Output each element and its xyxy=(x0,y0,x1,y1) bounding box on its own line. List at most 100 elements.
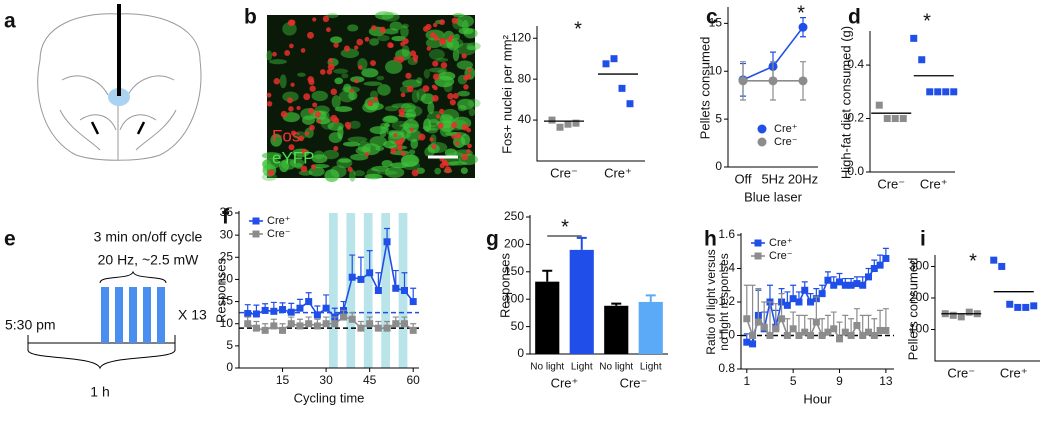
nucleus xyxy=(435,114,441,119)
nucleus xyxy=(370,60,377,67)
fluorescence xyxy=(411,89,420,103)
data-point xyxy=(934,88,942,96)
fluorescence xyxy=(353,170,366,177)
x-axis-label: Hour xyxy=(803,391,832,406)
data-point xyxy=(383,324,391,332)
nucleus xyxy=(437,122,444,129)
legend-marker xyxy=(757,137,767,147)
data-point xyxy=(870,332,878,339)
fluorescence xyxy=(364,173,383,180)
legend-label: Cre⁺ xyxy=(774,123,798,135)
protocol-text: 3 min on/off cycle xyxy=(94,229,203,245)
fluorescence xyxy=(391,35,406,42)
data-point xyxy=(798,22,808,32)
y-tick-label: 50 xyxy=(511,319,525,333)
data-point xyxy=(322,320,330,328)
error-bar xyxy=(611,302,622,306)
y-axis-label: Fos+ nuclei per mm² xyxy=(499,34,514,154)
data-point xyxy=(287,308,295,316)
legend-label: Cre⁻ xyxy=(769,250,793,262)
legend-label: Cre⁺ xyxy=(769,237,793,249)
error-bar xyxy=(576,236,587,250)
fluorescence xyxy=(334,106,353,112)
x-tick-label: 9 xyxy=(836,374,843,388)
fluorescence xyxy=(382,115,399,124)
fluorescence xyxy=(456,42,477,56)
data-point xyxy=(313,322,321,330)
nucleus xyxy=(326,69,333,75)
nucleus xyxy=(349,88,354,93)
legend-label: Cre⁻ xyxy=(774,136,798,148)
fluorescence xyxy=(261,152,282,160)
x-tick-label: Cre⁺ xyxy=(604,165,632,180)
nucleus xyxy=(409,127,414,132)
nucleus xyxy=(311,164,317,170)
fluorescence xyxy=(311,90,328,102)
data-point xyxy=(783,332,791,339)
fluorescence xyxy=(279,160,289,173)
data-point xyxy=(998,262,1006,270)
light-on-band xyxy=(381,213,390,368)
nucleus xyxy=(390,147,397,154)
nucleus xyxy=(463,84,469,90)
nucleus xyxy=(388,42,394,48)
bar xyxy=(569,249,594,354)
nucleus xyxy=(405,72,412,79)
legend-marker xyxy=(754,239,762,247)
nucleus xyxy=(447,93,454,100)
y-tick-label: 5 xyxy=(226,338,233,352)
fluorescence xyxy=(455,15,474,28)
light-on-band xyxy=(346,213,356,368)
fluorescence xyxy=(376,34,390,42)
nucleus xyxy=(309,85,316,92)
nucleus xyxy=(298,135,305,142)
fluorescence xyxy=(444,148,458,158)
nucleus xyxy=(466,149,471,154)
fluorescence xyxy=(342,141,361,147)
data-point xyxy=(847,332,855,339)
y-tick-label: 0.0 xyxy=(847,164,864,178)
legend-marker xyxy=(252,230,260,238)
data-point xyxy=(340,313,348,321)
fluorescence xyxy=(333,68,349,74)
y-tick-label: 0 xyxy=(715,159,722,173)
fluorescence xyxy=(435,57,449,62)
nucleus xyxy=(396,145,403,152)
data-point xyxy=(865,328,872,336)
data-point xyxy=(400,320,408,328)
fluorescence xyxy=(400,154,420,167)
data-point xyxy=(801,328,809,336)
nucleus xyxy=(467,143,472,149)
nucleus xyxy=(314,111,322,118)
nucleus xyxy=(439,19,446,26)
nucleus xyxy=(400,92,406,98)
data-point xyxy=(287,320,295,328)
data-point xyxy=(876,261,884,269)
data-point xyxy=(357,275,365,283)
y-tick-label: 1.6 xyxy=(718,227,735,241)
nucleus xyxy=(402,38,409,45)
data-point xyxy=(818,290,826,298)
data-point xyxy=(783,301,791,309)
y-tick-label: 1.0 xyxy=(718,328,735,342)
nucleus xyxy=(354,78,359,84)
nucleus xyxy=(272,51,277,57)
data-point xyxy=(572,119,580,127)
data-point xyxy=(1030,302,1038,310)
fluorescence xyxy=(282,91,299,102)
bar xyxy=(535,281,560,354)
nucleus xyxy=(358,65,363,70)
fluorescence xyxy=(381,12,400,22)
data-point xyxy=(602,60,610,68)
fluorescence xyxy=(334,77,344,85)
nucleus xyxy=(308,79,315,86)
y-tick-label: 1.2 xyxy=(718,294,735,308)
data-point xyxy=(875,101,883,109)
data-point xyxy=(348,315,356,323)
nucleus xyxy=(432,73,440,81)
nucleus xyxy=(273,77,281,85)
fluorescence xyxy=(383,115,398,122)
nucleus xyxy=(406,85,414,93)
light-on-band xyxy=(363,213,373,368)
fluorescence xyxy=(408,149,416,155)
